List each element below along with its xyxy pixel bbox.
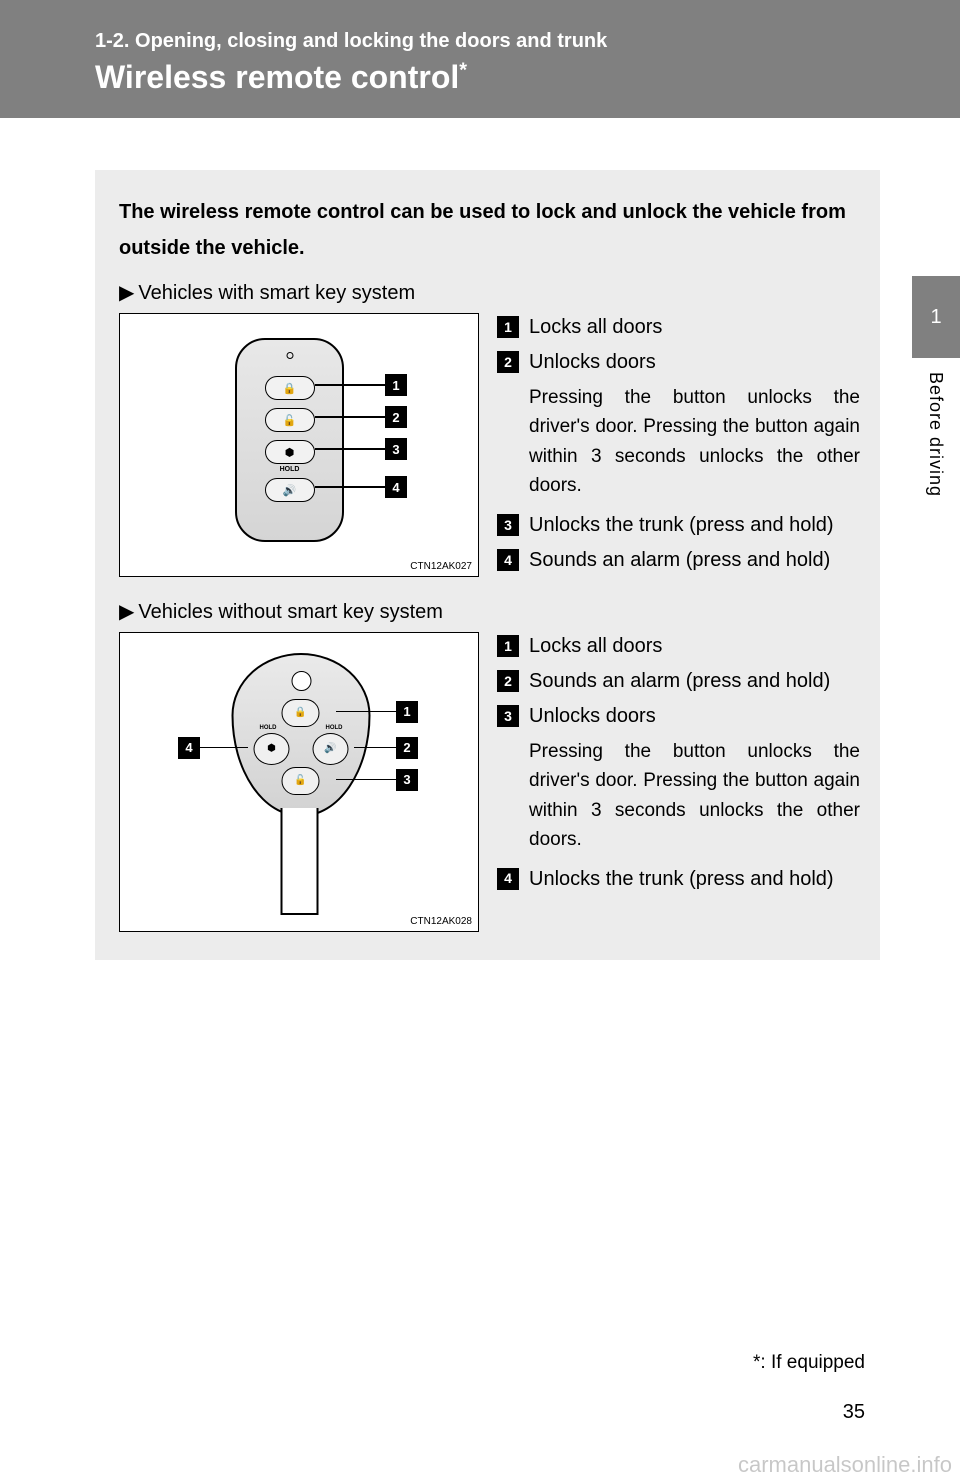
smart-key-section: ▶Vehicles with smart key system 🔒 🔓 ⬢ HO… [119,280,860,581]
num-icon: 1 [497,316,519,338]
regular-fob-drawing: 🔒 ⬢ 🔊 🔓 HOLD HOLD [232,653,367,853]
hold-label: HOLD [280,466,300,473]
side-section-label: Before driving [925,372,946,497]
num-icon: 2 [497,351,519,373]
unlock-detail: Pressing the button unlocks the driver's… [529,737,860,855]
side-tab: 1 [912,276,960,358]
title-marker: * [459,59,467,81]
footnote: *: If equipped [753,1352,865,1374]
trunk-button-icon: ⬢ [254,733,290,765]
smart-fob-drawing: 🔒 🔓 ⬢ HOLD 🔊 [235,338,344,542]
smart-key-description: 1Locks all doors 2Unlocks doors Pressing… [497,313,860,581]
smart-key-heading: ▶Vehicles with smart key system [119,280,860,305]
callout-4: 4 [385,476,407,498]
page-number: 35 [843,1401,865,1424]
content-box: The wireless remote control can be used … [95,170,880,960]
num-icon: 3 [497,514,519,536]
alarm-button-icon: 🔊 [265,478,315,502]
lock-button-icon: 🔒 [282,699,320,727]
figure-code: CTN12AK028 [410,916,472,927]
num-icon: 4 [497,549,519,571]
callout-4: 4 [178,737,200,759]
callout-1: 1 [385,374,407,396]
alarm-button-icon: 🔊 [313,733,349,765]
num-icon: 3 [497,705,519,727]
figure-code: CTN12AK027 [410,561,472,572]
chapter-number: 1 [912,276,960,329]
callout-3: 3 [396,769,418,791]
nosmart-key-heading: ▶Vehicles without smart key system [119,599,860,624]
page-title: Wireless remote control* [95,59,920,96]
watermark: carmanualsonline.info [738,1452,952,1478]
callout-2: 2 [396,737,418,759]
intro-text: The wireless remote control can be used … [119,194,860,266]
lock-button-icon: 🔒 [265,376,315,400]
callout-2: 2 [385,406,407,428]
page-header: 1-2. Opening, closing and locking the do… [0,0,960,118]
unlock-button-icon: 🔓 [282,767,320,795]
num-icon: 4 [497,868,519,890]
title-text: Wireless remote control [95,59,459,95]
section-label: 1-2. Opening, closing and locking the do… [95,30,920,53]
callout-1: 1 [396,701,418,723]
nosmart-key-section: ▶Vehicles without smart key system 🔒 ⬢ 🔊… [119,599,860,932]
unlock-detail: Pressing the button unlocks the driver's… [529,383,860,501]
nosmart-key-figure: 🔒 ⬢ 🔊 🔓 HOLD HOLD 1 2 3 [119,632,479,932]
num-icon: 2 [497,670,519,692]
triangle-icon: ▶ [119,599,134,624]
nosmart-key-description: 1Locks all doors 2Sounds an alarm (press… [497,632,860,932]
num-icon: 1 [497,635,519,657]
callout-3: 3 [385,438,407,460]
unlock-button-icon: 🔓 [265,408,315,432]
triangle-icon: ▶ [119,280,134,305]
trunk-button-icon: ⬢ [265,440,315,464]
smart-key-figure: 🔒 🔓 ⬢ HOLD 🔊 1 2 3 4 CTN12AK027 [119,313,479,577]
